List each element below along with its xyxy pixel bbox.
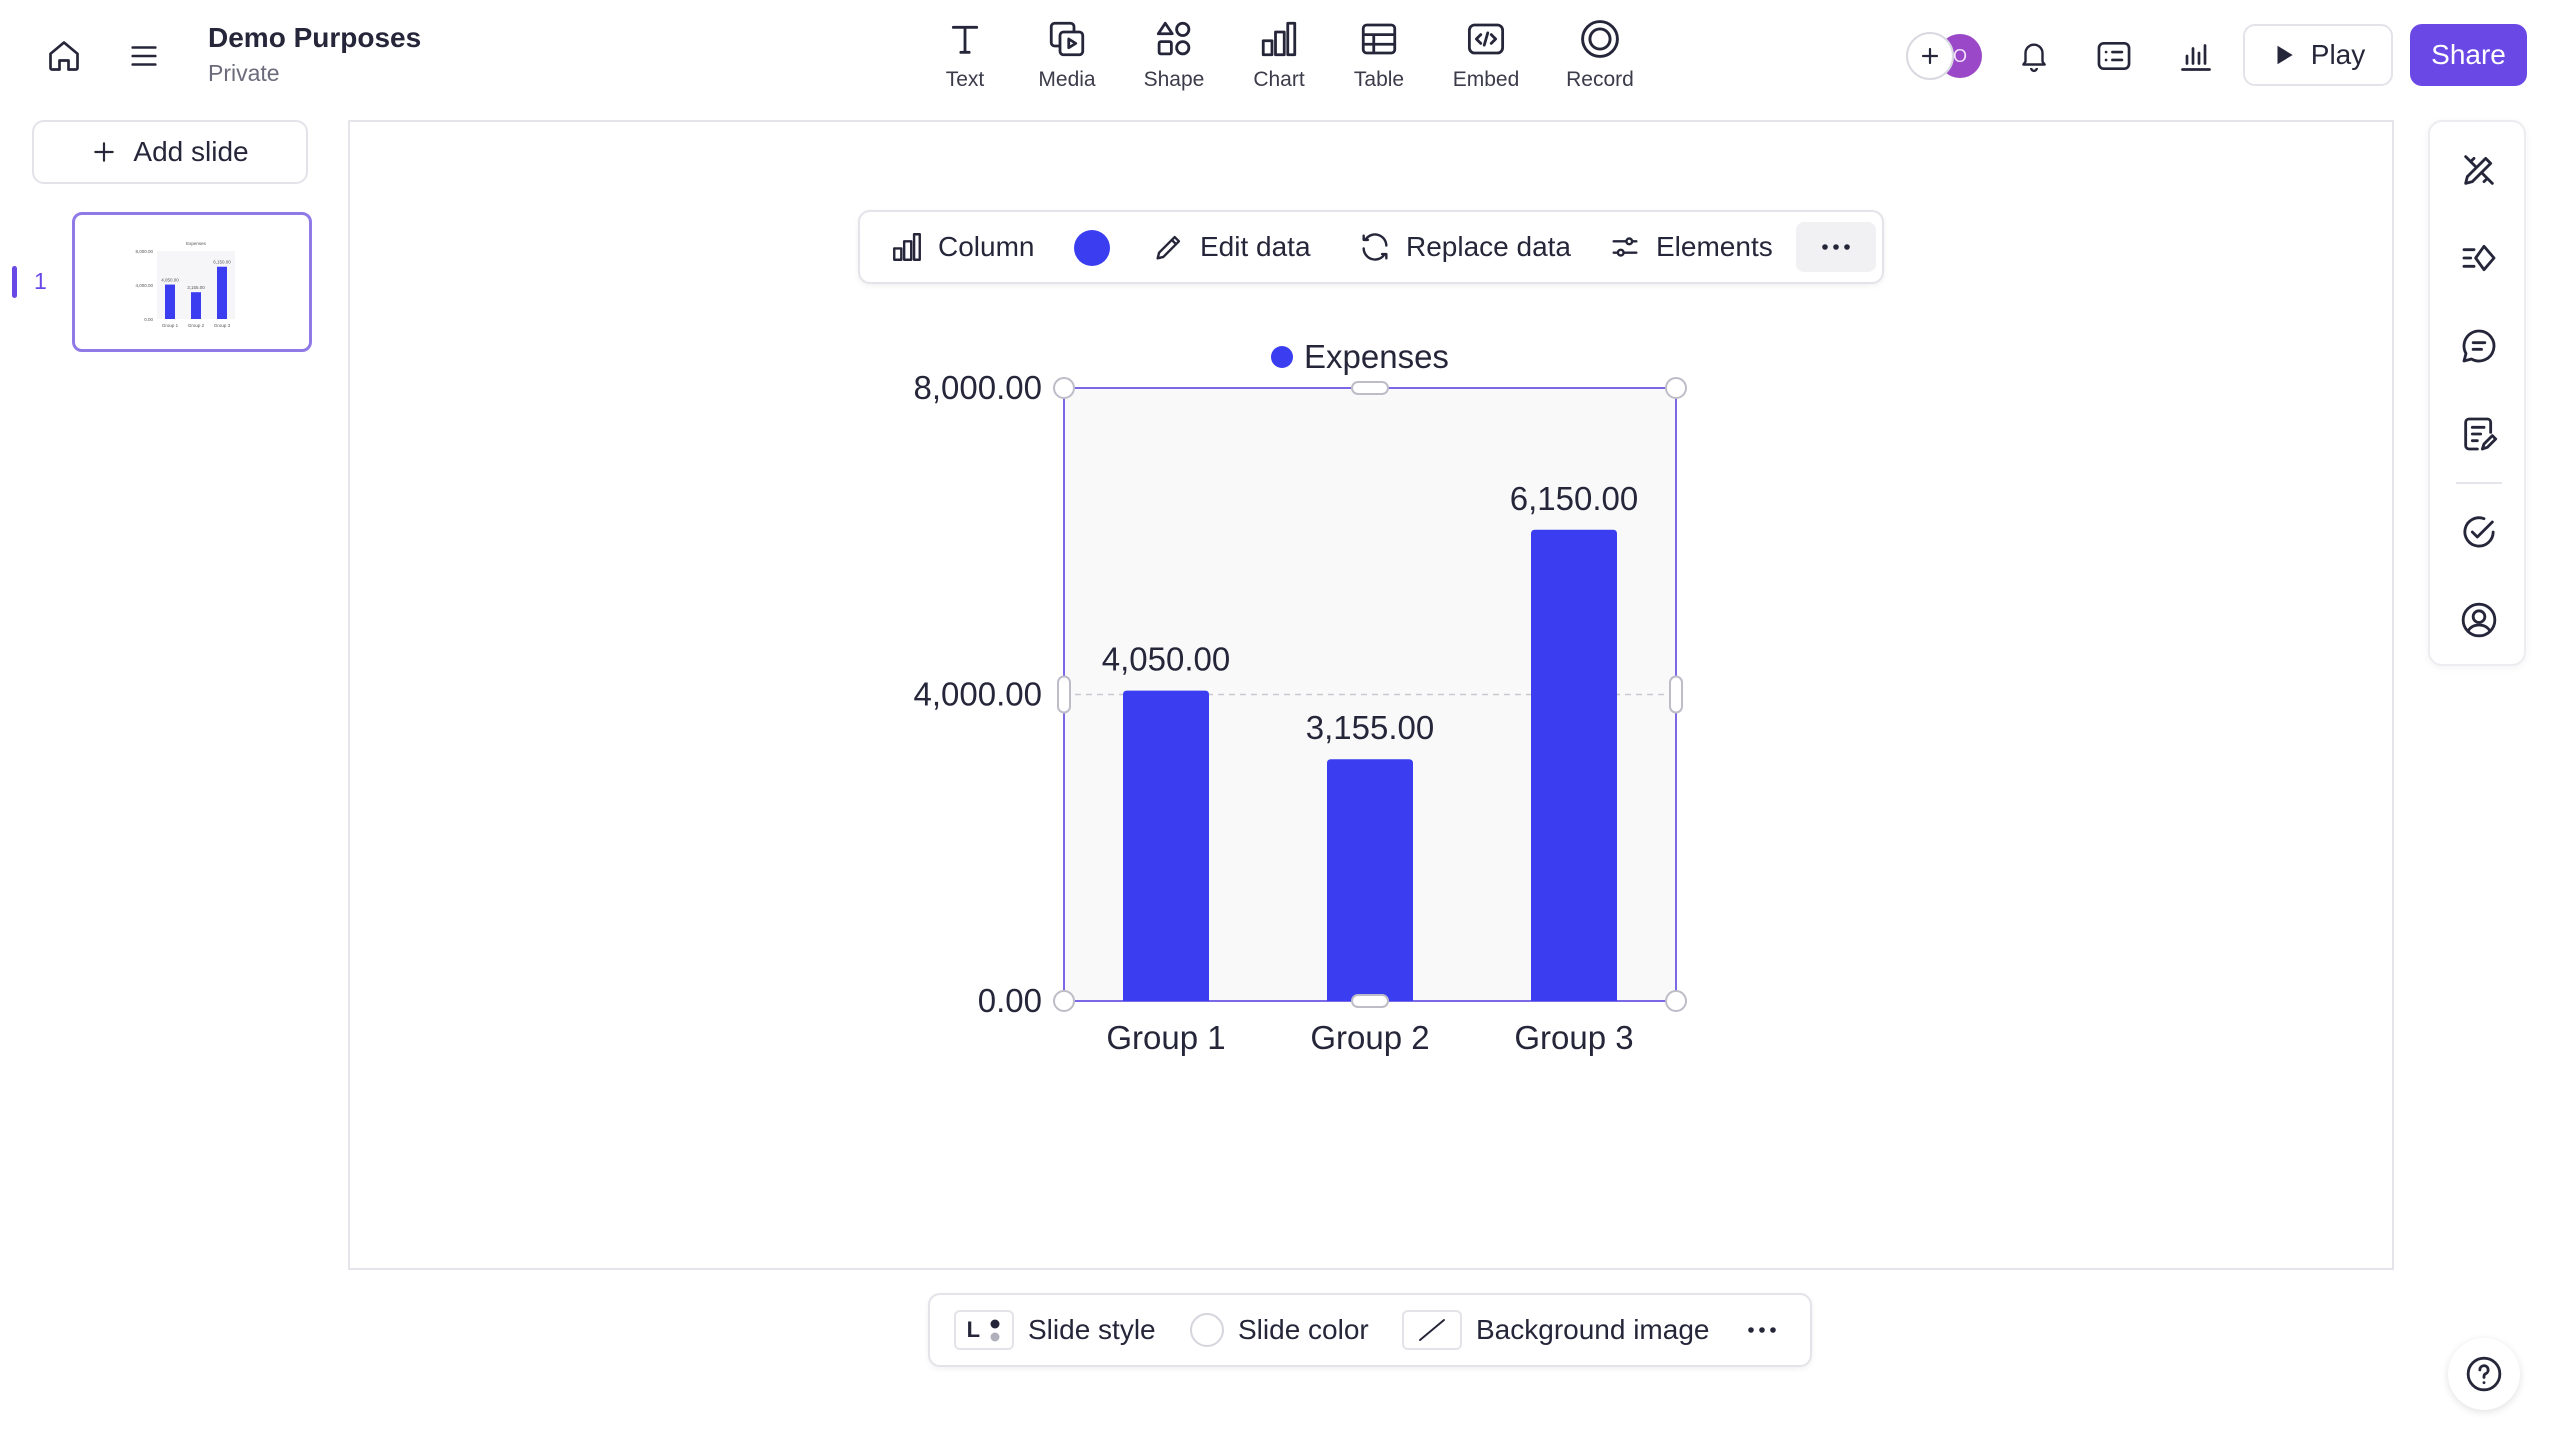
menu-icon[interactable] bbox=[120, 32, 168, 80]
thumb-data-label: 3,155.00 bbox=[187, 285, 205, 290]
right-panel bbox=[2428, 120, 2526, 666]
slide-more-options-button[interactable] bbox=[1746, 1295, 1778, 1365]
edit-data-button[interactable]: Edit data bbox=[1152, 212, 1311, 282]
results-icon[interactable] bbox=[2172, 32, 2220, 80]
chart-icon bbox=[893, 233, 921, 261]
more-options-button[interactable] bbox=[1796, 222, 1876, 272]
embed-icon bbox=[1465, 16, 1507, 62]
present-list-icon[interactable] bbox=[2090, 32, 2138, 80]
background-image-preview bbox=[1402, 1310, 1462, 1350]
tool-chart-label: Chart bbox=[1253, 68, 1305, 91]
play-icon bbox=[2277, 45, 2293, 65]
edit-data-label: Edit data bbox=[1200, 231, 1311, 262]
tool-record[interactable]: Record bbox=[1550, 16, 1650, 96]
notes-icon[interactable] bbox=[2453, 408, 2505, 460]
replace-data-button[interactable]: Replace data bbox=[1358, 212, 1571, 282]
slide-thumbnail-preview: 0.00 4,000.00 8,000.00 4,050.00 Group 1 3,155… bbox=[135, 241, 235, 328]
sliders-icon bbox=[1612, 237, 1638, 257]
slide-style-preview: L bbox=[954, 1310, 1014, 1350]
elements-label: Elements bbox=[1656, 231, 1773, 262]
thumb-x-tick-label: Group 3 bbox=[214, 323, 231, 328]
chart-type-label: Column bbox=[938, 231, 1035, 262]
panel-divider bbox=[2456, 482, 2502, 484]
media-icon bbox=[1046, 16, 1088, 62]
elements-button[interactable]: Elements bbox=[1608, 212, 1773, 282]
top-bar: Demo Purposes Private Text Media Shape C… bbox=[0, 0, 2560, 112]
slide-canvas[interactable] bbox=[348, 120, 2394, 1270]
play-button[interactable]: Play bbox=[2243, 24, 2393, 86]
slide-color-swatch bbox=[1190, 1313, 1224, 1347]
bell-icon[interactable] bbox=[2010, 32, 2058, 80]
series-color-swatch[interactable] bbox=[1074, 230, 1110, 266]
tool-table-label: Table bbox=[1353, 68, 1405, 91]
tool-table[interactable]: Table bbox=[1329, 16, 1429, 96]
thumb-x-tick-label: Group 1 bbox=[162, 323, 179, 328]
table-icon bbox=[1358, 16, 1400, 62]
shape-icon bbox=[1153, 16, 1195, 62]
thumb-y-tick-label: 8,000.00 bbox=[135, 249, 153, 254]
tool-shape-label: Shape bbox=[1143, 68, 1205, 91]
profile-icon[interactable] bbox=[2453, 594, 2505, 646]
slide-number: 1 bbox=[34, 268, 47, 294]
add-slide-button[interactable]: Add slide bbox=[32, 120, 308, 184]
refresh-icon bbox=[1362, 233, 1388, 261]
document-title[interactable]: Demo Purposes bbox=[208, 22, 422, 53]
help-button[interactable] bbox=[2448, 1338, 2520, 1410]
interactivity-icon[interactable] bbox=[2453, 232, 2505, 284]
thumb-bar bbox=[217, 266, 227, 319]
share-button[interactable]: Share bbox=[2410, 24, 2527, 86]
invite-button[interactable] bbox=[1906, 32, 1954, 80]
tool-media-label: Media bbox=[1038, 68, 1096, 91]
more-horizontal-icon bbox=[1748, 1327, 1776, 1333]
thumb-y-tick-label: 4,000.00 bbox=[135, 283, 153, 288]
thumb-bar bbox=[165, 284, 175, 319]
chart-type-button[interactable]: Column bbox=[890, 212, 1034, 282]
slide-color-button[interactable]: Slide color bbox=[1190, 1295, 1369, 1365]
chart-toolbar: Column Edit data Replace data Elements bbox=[858, 210, 1884, 284]
slide-style-badge: L bbox=[966, 1317, 981, 1342]
no-image-icon bbox=[1419, 1319, 1445, 1341]
tool-text-label: Text bbox=[945, 68, 985, 91]
tool-embed-label: Embed bbox=[1452, 68, 1520, 91]
check-icon[interactable] bbox=[2453, 506, 2505, 558]
active-slide-indicator bbox=[12, 266, 17, 298]
thumb-bar bbox=[191, 292, 201, 319]
help-icon bbox=[2466, 1356, 2502, 1392]
replace-data-label: Replace data bbox=[1406, 231, 1572, 262]
design-tools-icon[interactable] bbox=[2453, 144, 2505, 196]
document-visibility: Private bbox=[208, 60, 280, 86]
tool-media[interactable]: Media bbox=[1017, 16, 1117, 96]
slide-style-button[interactable]: L Slide style bbox=[954, 1295, 1156, 1365]
background-image-label: Background image bbox=[1476, 1314, 1710, 1345]
tool-chart[interactable]: Chart bbox=[1229, 16, 1329, 96]
background-image-button[interactable]: Background image bbox=[1402, 1295, 1709, 1365]
tool-record-label: Record bbox=[1566, 68, 1634, 91]
tool-embed[interactable]: Embed bbox=[1436, 16, 1536, 96]
tool-text[interactable]: Text bbox=[915, 16, 1015, 96]
slide-color-label: Slide color bbox=[1238, 1314, 1369, 1345]
record-icon bbox=[1578, 16, 1622, 62]
more-horizontal-icon bbox=[1822, 244, 1850, 250]
dots-icon bbox=[990, 1319, 1000, 1342]
thumb-y-tick-label: 0.00 bbox=[144, 317, 153, 322]
play-label: Play bbox=[2310, 39, 2366, 70]
collaborators[interactable]: O bbox=[1906, 32, 1986, 80]
add-slide-label: Add slide bbox=[133, 136, 249, 167]
text-icon bbox=[945, 16, 985, 62]
slide-toolbar: L Slide style Slide color Background ima… bbox=[928, 1293, 1812, 1367]
thumb-x-tick-label: Group 2 bbox=[188, 323, 205, 328]
thumb-data-label: 6,150.00 bbox=[213, 260, 231, 265]
chart-icon bbox=[1258, 16, 1300, 62]
slide-thumbnail[interactable]: 0.00 4,000.00 8,000.00 4,050.00 Group 1 3,155… bbox=[72, 212, 312, 352]
thumb-legend-label: Expenses bbox=[186, 241, 207, 246]
pencil-icon bbox=[1156, 235, 1181, 260]
slide-style-label: Slide style bbox=[1028, 1314, 1156, 1345]
plus-icon bbox=[94, 142, 115, 162]
tool-shape[interactable]: Shape bbox=[1124, 16, 1224, 96]
home-icon[interactable] bbox=[40, 32, 88, 80]
thumb-data-label: 4,050.00 bbox=[161, 278, 179, 283]
comments-icon[interactable] bbox=[2453, 320, 2505, 372]
plus-icon bbox=[1921, 47, 1939, 65]
